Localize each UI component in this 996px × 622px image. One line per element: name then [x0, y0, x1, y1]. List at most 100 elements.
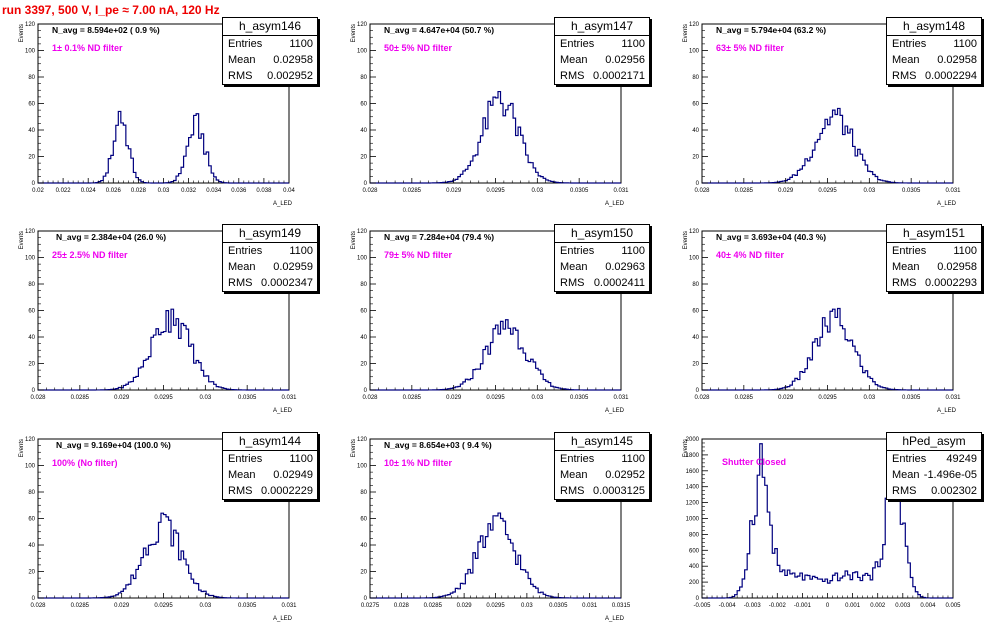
stats-label-mean: Mean — [228, 54, 256, 66]
x-tick-label: 0.003 — [895, 603, 911, 609]
y-tick-label: 200 — [689, 580, 700, 586]
x-tick-label: -0.005 — [693, 603, 711, 609]
y-tick-label: 60 — [692, 309, 699, 315]
x-tick-label: 0.028 — [362, 188, 378, 194]
stats-label-rms: RMS — [228, 277, 253, 289]
stats-label-rms: RMS — [228, 70, 253, 82]
x-tick-label: 0.0295 — [154, 603, 173, 609]
y-tick-label: 80 — [360, 75, 367, 81]
x-tick-label: 0 — [826, 603, 830, 609]
stats-value-entries: 1100 — [953, 245, 977, 257]
histogram-plot-7: 0.0275 0.028 0.0285 0.029 0.0295 0.03 0.0305 0.… — [351, 437, 631, 622]
x-tick-label: 0.0285 — [424, 603, 443, 609]
navg-annotation: N_avg = 9.169e+04 (100.0 %) — [56, 440, 171, 450]
x-tick-label: 0.0285 — [403, 395, 422, 401]
y-tick-label: 20 — [360, 362, 367, 368]
y-tick-label: 80 — [360, 282, 367, 288]
stats-label-entries: Entries — [228, 38, 263, 50]
y-tick-label: 40 — [360, 335, 367, 341]
y-tick-label: 20 — [360, 155, 367, 161]
x-tick-label: 0.0295 — [486, 188, 505, 194]
y-tick-label: 60 — [360, 309, 367, 315]
x-tick-label: 0.029 — [114, 395, 130, 401]
x-tick-label: 0.031 — [582, 603, 598, 609]
histogram-panel-7: 0.0275 0.028 0.0285 0.029 0.0295 0.03 0.0305 0.… — [332, 415, 664, 622]
stats-row-mean: Mean 0.02956 — [555, 52, 649, 68]
x-tick-label: 0.03 — [199, 603, 211, 609]
x-tick-label: 0.0285 — [735, 395, 754, 401]
x-tick-label: 0.031 — [945, 395, 961, 401]
stats-label-entries: Entries — [892, 38, 927, 50]
histogram-title: h_asym150 — [555, 225, 649, 243]
y-axis-label: Events — [683, 439, 689, 457]
histogram-panel-3: 0.028 0.0285 0.029 0.0295 0.03 0.0305 0.031 0 20… — [0, 207, 332, 414]
x-axis-label: A_LED — [937, 408, 957, 414]
histogram-line — [370, 90, 621, 184]
x-tick-label: -0.001 — [794, 603, 812, 609]
stats-value-mean: 0.02958 — [937, 54, 977, 66]
y-axis-label: Events — [351, 24, 357, 42]
histogram-line — [38, 110, 289, 184]
navg-annotation: N_avg = 4.647e+04 (50.7 %) — [384, 25, 495, 35]
y-tick-label: 1000 — [686, 517, 700, 523]
histogram-line — [702, 443, 953, 599]
stats-label-rms: RMS — [560, 485, 585, 497]
navg-annotation: N_avg = 7.284e+04 (79.4 %) — [384, 232, 495, 242]
histogram-title: h_asym144 — [223, 433, 317, 451]
stats-row-rms: RMS 0.0002294 — [887, 68, 981, 84]
x-tick-label: 0.0275 — [361, 603, 380, 609]
x-tick-label: 0.028 — [362, 395, 378, 401]
stats-value-mean: 0.02963 — [605, 261, 645, 273]
x-axis-label: A_LED — [605, 616, 625, 622]
y-tick-label: 60 — [28, 102, 35, 108]
stats-label-entries: Entries — [892, 245, 927, 257]
y-axis-label: Events — [351, 231, 357, 249]
y-tick-label: 20 — [692, 155, 699, 161]
stats-label-mean: Mean — [560, 261, 588, 273]
y-tick-label: 100 — [357, 256, 368, 262]
stats-box: h_asym145 Entries 1100 Mean 0.02952 RMS 0.0003… — [554, 432, 650, 500]
y-tick-label: 800 — [689, 532, 700, 538]
stats-label-entries: Entries — [560, 245, 595, 257]
y-tick-label: 1200 — [686, 501, 700, 507]
x-tick-label: 0.028 — [30, 395, 46, 401]
y-tick-label: 120 — [25, 437, 36, 443]
stats-label-entries: Entries — [892, 453, 927, 465]
stats-value-entries: 1100 — [621, 245, 645, 257]
histogram-panel-2: 0.028 0.0285 0.029 0.0295 0.03 0.0305 0.031 0 20… — [664, 0, 996, 207]
stats-row-entries: Entries 1100 — [223, 36, 317, 52]
y-tick-label: 20 — [28, 362, 35, 368]
y-tick-label: 40 — [360, 128, 367, 134]
x-tick-label: 0.029 — [446, 188, 462, 194]
x-tick-label: 0.028 — [694, 188, 710, 194]
stats-label-mean: Mean — [892, 469, 920, 481]
x-tick-label: 0.031 — [945, 188, 961, 194]
x-tick-label: 0.03 — [158, 188, 170, 194]
stats-row-entries: Entries 1100 — [887, 243, 981, 259]
y-tick-label: 1400 — [686, 485, 700, 491]
x-tick-label: -0.002 — [769, 603, 787, 609]
stats-row-rms: RMS 0.0002347 — [223, 275, 317, 291]
stats-row-mean: Mean 0.02952 — [555, 467, 649, 483]
y-tick-label: 40 — [360, 543, 367, 549]
stats-label-rms: RMS — [892, 70, 917, 82]
y-tick-label: 100 — [689, 49, 700, 55]
stats-value-rms: 0.0002411 — [593, 277, 645, 289]
x-axis-label: A_LED — [605, 408, 625, 414]
y-tick-label: 1600 — [686, 469, 700, 475]
x-tick-label: 0.028 — [131, 188, 147, 194]
y-tick-label: 40 — [28, 335, 35, 341]
stats-value-rms: 0.0003125 — [593, 485, 645, 497]
stats-row-entries: Entries 1100 — [887, 36, 981, 52]
stats-label-rms: RMS — [228, 485, 253, 497]
stats-value-entries: 1100 — [953, 38, 977, 50]
stats-row-rms: RMS 0.0003125 — [555, 483, 649, 499]
x-tick-label: 0.0285 — [735, 188, 754, 194]
histogram-panel-0: 0.02 0.022 0.024 0.026 0.028 0.03 0.032 0.034 0.… — [0, 0, 332, 207]
y-tick-label: 120 — [25, 22, 36, 28]
stats-label-mean: Mean — [228, 469, 256, 481]
filter-annotation: Shutter Closed — [722, 457, 787, 467]
stats-row-mean: Mean 0.02963 — [555, 259, 649, 275]
x-tick-label: 0.0305 — [902, 395, 921, 401]
stats-row-entries: Entries 49249 — [887, 451, 981, 467]
